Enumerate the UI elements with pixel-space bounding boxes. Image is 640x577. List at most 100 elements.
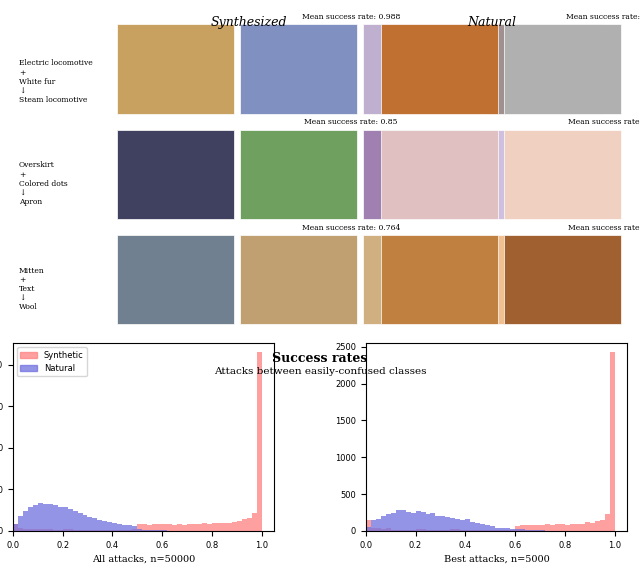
Bar bbox=[43, 504, 47, 531]
FancyBboxPatch shape bbox=[627, 24, 640, 114]
Bar bbox=[480, 530, 485, 531]
Bar bbox=[451, 530, 456, 531]
Bar bbox=[451, 518, 456, 531]
Bar bbox=[247, 518, 252, 531]
Bar bbox=[610, 352, 615, 531]
Bar bbox=[113, 523, 117, 531]
Bar bbox=[396, 530, 401, 531]
Bar bbox=[117, 524, 122, 531]
Bar bbox=[520, 525, 525, 531]
Bar bbox=[515, 529, 520, 531]
Bar bbox=[187, 524, 192, 531]
FancyBboxPatch shape bbox=[486, 24, 603, 114]
Bar bbox=[365, 520, 371, 531]
Bar bbox=[386, 515, 390, 531]
Bar bbox=[435, 516, 440, 531]
Text: Mean success rate: 0.49: Mean success rate: 0.49 bbox=[568, 118, 640, 126]
Bar bbox=[117, 530, 122, 531]
Bar bbox=[52, 505, 58, 531]
FancyBboxPatch shape bbox=[627, 235, 640, 324]
Bar bbox=[92, 530, 97, 531]
Bar bbox=[476, 523, 480, 531]
FancyBboxPatch shape bbox=[240, 130, 357, 219]
Bar bbox=[365, 527, 371, 531]
Bar bbox=[88, 516, 92, 531]
Bar bbox=[18, 528, 23, 531]
Bar bbox=[585, 522, 590, 531]
Text: Success rates: Success rates bbox=[272, 351, 368, 365]
Bar bbox=[33, 529, 38, 531]
Bar bbox=[127, 525, 132, 531]
Bar bbox=[132, 530, 138, 531]
Bar bbox=[122, 530, 127, 531]
Bar bbox=[43, 529, 47, 531]
Bar bbox=[38, 503, 43, 531]
Bar bbox=[420, 529, 426, 531]
Bar bbox=[88, 530, 92, 531]
Text: Mean success rate: 0.85: Mean success rate: 0.85 bbox=[304, 118, 397, 126]
Bar bbox=[113, 530, 117, 531]
Bar bbox=[456, 529, 460, 531]
FancyBboxPatch shape bbox=[486, 130, 603, 219]
Bar bbox=[555, 524, 560, 531]
Bar bbox=[227, 523, 232, 531]
Bar bbox=[396, 511, 401, 531]
Bar bbox=[540, 525, 545, 531]
Bar bbox=[386, 529, 390, 531]
FancyBboxPatch shape bbox=[504, 24, 621, 114]
Bar bbox=[530, 530, 535, 531]
Bar bbox=[525, 530, 530, 531]
Bar bbox=[406, 530, 411, 531]
Bar bbox=[97, 520, 102, 531]
Bar bbox=[58, 530, 63, 531]
Bar bbox=[460, 520, 465, 531]
FancyBboxPatch shape bbox=[381, 235, 498, 324]
Bar bbox=[376, 529, 381, 531]
Bar bbox=[495, 528, 500, 531]
Bar bbox=[102, 521, 108, 531]
Bar bbox=[207, 523, 212, 531]
Bar bbox=[77, 513, 83, 531]
Bar bbox=[431, 530, 435, 531]
FancyBboxPatch shape bbox=[381, 24, 498, 114]
Bar bbox=[490, 526, 495, 531]
FancyBboxPatch shape bbox=[363, 235, 480, 324]
Bar bbox=[495, 530, 500, 531]
Bar bbox=[23, 511, 28, 531]
Bar bbox=[565, 525, 570, 531]
Bar bbox=[47, 529, 52, 531]
Bar bbox=[83, 530, 88, 531]
Bar bbox=[590, 523, 595, 531]
Bar bbox=[232, 522, 237, 531]
Bar bbox=[138, 524, 142, 531]
Bar bbox=[147, 525, 152, 531]
Bar bbox=[505, 529, 510, 531]
Bar bbox=[38, 529, 43, 531]
X-axis label: All attacks, n=50000: All attacks, n=50000 bbox=[92, 555, 195, 564]
FancyBboxPatch shape bbox=[627, 130, 640, 219]
Bar bbox=[510, 529, 515, 531]
Bar bbox=[92, 518, 97, 531]
Bar bbox=[222, 523, 227, 531]
Bar bbox=[63, 529, 68, 531]
Bar bbox=[570, 524, 575, 531]
Bar bbox=[242, 519, 247, 531]
Bar bbox=[406, 512, 411, 531]
Bar bbox=[157, 524, 162, 531]
Bar bbox=[605, 514, 610, 531]
Bar bbox=[97, 530, 102, 531]
Bar bbox=[152, 524, 157, 531]
Bar bbox=[172, 525, 177, 531]
Bar bbox=[480, 524, 485, 531]
Bar bbox=[132, 526, 138, 531]
Bar bbox=[560, 524, 565, 531]
Bar bbox=[162, 524, 167, 531]
Bar bbox=[445, 530, 451, 531]
Bar bbox=[595, 521, 600, 531]
Bar bbox=[420, 512, 426, 531]
Bar bbox=[122, 525, 127, 531]
FancyBboxPatch shape bbox=[117, 235, 234, 324]
Bar bbox=[580, 524, 585, 531]
Bar bbox=[490, 530, 495, 531]
Bar bbox=[470, 522, 476, 531]
